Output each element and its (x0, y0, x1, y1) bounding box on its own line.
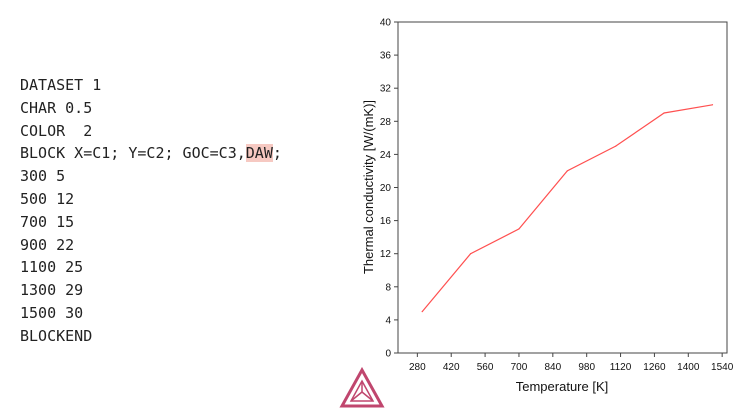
y-tick-label: 40 (380, 18, 392, 29)
x-tick-label: 420 (443, 362, 460, 373)
code-highlight-daw: DAW (245, 144, 273, 163)
code-block-end: ; (272, 144, 282, 163)
x-axis: 280 420 560 700 840 980 1120 1260 1400 1540 (409, 353, 734, 373)
x-axis-label: Temperature [K] (516, 379, 609, 394)
plot-frame (397, 21, 728, 354)
code-line-color: COLOR 2 (20, 121, 93, 140)
x-tick-label: 280 (409, 362, 426, 373)
code-line-data-6: 1300 29 (20, 281, 84, 300)
y-tick-label: 36 (380, 51, 392, 62)
data-point (518, 228, 520, 230)
y-axis: 0 4 8 12 16 20 24 28 32 36 40 (380, 18, 398, 360)
y-tick-label: 12 (380, 249, 392, 260)
code-line-char: CHAR 0.5 (20, 98, 93, 117)
y-tick-label: 0 (385, 349, 391, 360)
x-tick-label: 560 (477, 362, 494, 373)
data-point (663, 112, 665, 114)
code-line-data-7: 1500 30 (20, 303, 84, 322)
x-tick-label: 980 (578, 362, 595, 373)
x-tick-label: 1120 (610, 362, 632, 373)
y-axis-label: Thermal conductivity [W/(mK)] (361, 100, 376, 274)
x-tick-label: 700 (511, 362, 528, 373)
y-tick-label: 4 (385, 315, 391, 326)
x-tick-label: 1540 (711, 362, 734, 373)
data-point (566, 170, 568, 172)
code-block-text: BLOCK X=C1; Y=C2; GOC=C3, (20, 144, 246, 163)
series-line (421, 104, 713, 312)
y-tick-label: 24 (380, 150, 392, 161)
code-line-blockend: BLOCKEND (20, 326, 93, 345)
x-tick-label: 1400 (677, 362, 700, 373)
data-point (711, 104, 714, 106)
code-line-data-5: 1100 25 (20, 258, 84, 277)
y-tick-label: 20 (380, 183, 392, 194)
thermo-calc-logo-icon (339, 367, 385, 408)
code-line-data-1: 300 5 (20, 167, 66, 186)
code-line-dataset: DATASET 1 (20, 76, 102, 94)
code-line-data-2: 500 12 (20, 189, 75, 208)
series-points (421, 104, 714, 313)
y-tick-label: 32 (380, 84, 392, 95)
y-tick-label: 28 (380, 117, 392, 128)
code-line-block: BLOCK X=C1; Y=C2; GOC=C3,DAW; (20, 142, 282, 165)
y-tick-label: 8 (385, 282, 391, 293)
code-line-data-3: 700 15 (20, 212, 75, 231)
code-line-data-4: 900 22 (20, 235, 75, 254)
data-point (469, 253, 472, 255)
macro-code-block: DATASET 1 CHAR 0.5 COLOR 2 BLOCK X=C1; Y… (20, 74, 282, 348)
data-point (421, 311, 423, 313)
x-tick-label: 1260 (643, 362, 666, 373)
data-point (615, 145, 617, 147)
y-tick-label: 16 (380, 216, 392, 227)
x-tick-label: 840 (544, 362, 561, 373)
